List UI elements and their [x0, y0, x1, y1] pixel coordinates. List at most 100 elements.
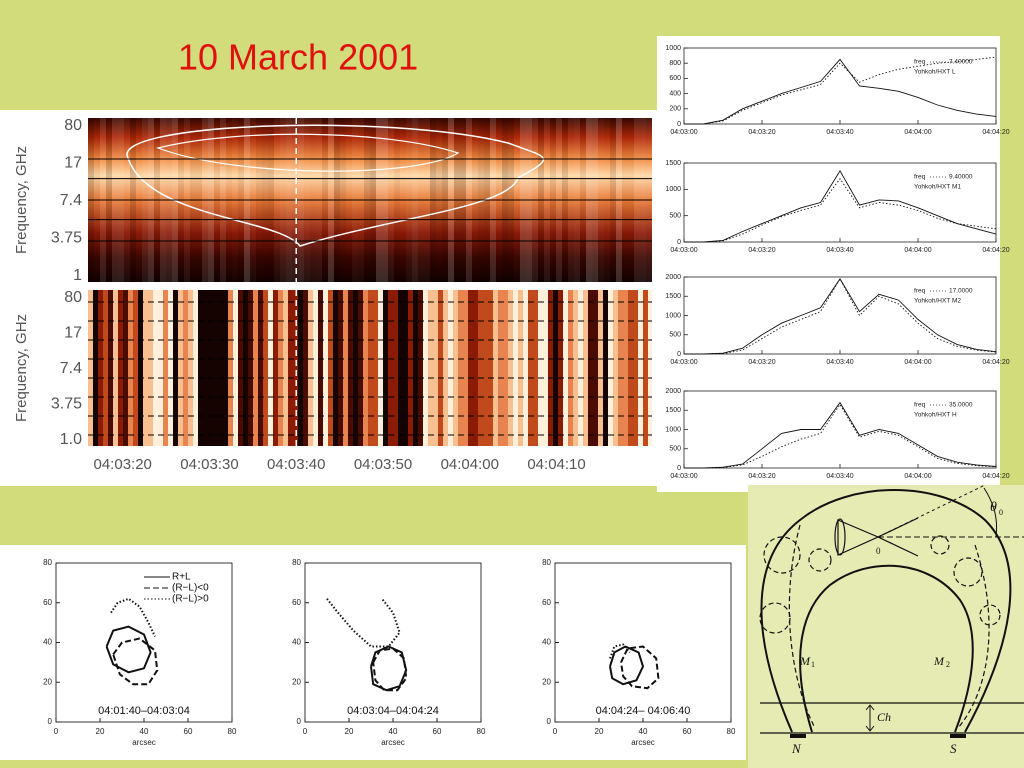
x-tick-label: 04:03:00: [670, 359, 697, 366]
spectrogram-stripe: [408, 290, 413, 446]
contour-line: [372, 647, 408, 692]
spectrogram-stripe: [518, 290, 523, 446]
spectrogram-stripe: [288, 290, 293, 446]
cone: [837, 519, 880, 556]
legend-label: freq: [914, 59, 926, 66]
spectrogram-stripe: [388, 290, 393, 446]
time-range: 04:01:40–04:03:04: [98, 705, 190, 717]
y-tick-label: 17: [64, 325, 82, 342]
x-tick-label: 04:03:40: [267, 456, 325, 473]
x-tick-label: 20: [595, 727, 604, 736]
spectrogram-stripe: [378, 290, 383, 446]
x-tick-label: 20: [345, 727, 354, 736]
spectrogram-stripe: [188, 290, 193, 446]
y-tick-label: 1000: [665, 186, 681, 193]
spectrogram-stripe: [303, 290, 308, 446]
spectrogram-stripe: [563, 290, 568, 446]
spectrogram-stripe: [538, 290, 543, 446]
spectrogram-stripe: [573, 290, 578, 446]
spectrogram-stripe: [198, 290, 203, 446]
spectrogram-image: [88, 118, 652, 282]
spectrogram-stripe: [593, 290, 598, 446]
legend-label: Yohkoh/HXT M1: [914, 184, 961, 191]
y-tick-label: 2000: [665, 274, 681, 281]
spectrogram-stripe: [173, 290, 178, 446]
legend-label: 7.40000: [949, 59, 973, 66]
x-tick-label: 80: [477, 727, 486, 736]
spectrogram-stripe: [133, 290, 138, 446]
spectrogram-stripe: [263, 290, 268, 446]
y-tick-label: 3.75: [51, 230, 82, 247]
diagram-label: S: [950, 741, 957, 756]
spectrogram-stripe: [358, 290, 363, 446]
x-tick-label: 04:03:00: [670, 473, 697, 480]
spectrogram-stripe: [323, 290, 328, 446]
x-tick-label: 04:04:00: [904, 129, 931, 136]
legend-label: Yohkoh/HXT H: [914, 412, 957, 419]
time-range: 04:03:04–04:04:24: [347, 705, 439, 717]
diagram-label: θ: [990, 500, 997, 515]
diagram-label: 2: [946, 660, 950, 669]
y-tick-label: 7.4: [60, 192, 82, 209]
legend-label: 35.0000: [949, 402, 973, 409]
contour-line: [326, 598, 401, 648]
height-arrow: [865, 704, 875, 732]
spectrogram-stripe: [638, 290, 643, 446]
spectrogram-stripe: [438, 290, 443, 446]
spectrogram-stripe: [298, 290, 303, 446]
spectrogram-stripe: [168, 290, 173, 446]
x-tick-label: 20: [96, 727, 105, 736]
diagram-label: Ch: [877, 710, 891, 724]
contour-line: [112, 637, 159, 686]
y-axis-label: Frequency, GHz: [13, 314, 30, 422]
legend-label: freq: [914, 402, 926, 409]
spectrogram-stripe: [398, 290, 403, 446]
spectrogram-stripe: [428, 290, 433, 446]
x-tick-label: 04:03:00: [670, 247, 697, 254]
legend-label: Yohkoh/HXT M2: [914, 298, 961, 305]
spectrogram-stripe: [543, 290, 548, 446]
spectrogram-stripe: [468, 290, 473, 446]
diagram-label: 0: [999, 508, 1003, 517]
spectrogram-stripe: [368, 290, 373, 446]
diagram-label: 1: [811, 660, 815, 669]
spectrogram-stripe: [88, 290, 93, 446]
legend-label: Yohkoh/HXT L: [914, 69, 956, 76]
diagram-label: M: [799, 654, 811, 668]
spectrogram-stripe: [98, 290, 103, 446]
spectrogram-stripe: [243, 290, 248, 446]
y-tick-label: 0: [677, 351, 681, 358]
y-tick-label: 500: [669, 332, 681, 339]
y-tick-label: 40: [292, 638, 301, 647]
spectrogram-stripe: [283, 290, 288, 446]
spectrogram-stripe: [423, 290, 428, 446]
spectrogram-stripe: [338, 290, 343, 446]
spectrogram-stripe: [108, 290, 113, 446]
spectrogram-stripe: [588, 290, 593, 446]
spectrogram-stripe: [473, 290, 478, 446]
spectrogram-stripe: [248, 290, 253, 446]
x-tick-label: 40: [639, 727, 648, 736]
spectrogram-stripe: [273, 290, 278, 446]
x-tick-label: 04:03:20: [748, 247, 775, 254]
spectrogram-stripe: [578, 290, 583, 446]
legend-label: freq: [914, 174, 926, 181]
spectrogram-stripe: [458, 290, 463, 446]
spectrogram-stripe: [453, 290, 458, 446]
legend-label: 17.0000: [949, 288, 973, 295]
y-tick-label: 400: [669, 90, 681, 97]
light-curve: [684, 56, 997, 125]
spectrogram-stripe: [158, 290, 163, 446]
spectrogram-stripe: [608, 290, 613, 446]
x-tick-label: 04:04:20: [982, 473, 1009, 480]
light-curve: [684, 403, 997, 469]
spectrogram-stripe: [333, 290, 338, 446]
spectrogram-stripe: [93, 290, 98, 446]
legend-label: R+L: [172, 572, 191, 583]
chromosphere-lines: [760, 702, 1024, 734]
spectrogram-stripe: [313, 290, 318, 446]
spectrogram-stripe: [208, 290, 213, 446]
slide-title: 10 March 2001: [178, 37, 418, 78]
spectrogram-stripe: [308, 290, 313, 446]
